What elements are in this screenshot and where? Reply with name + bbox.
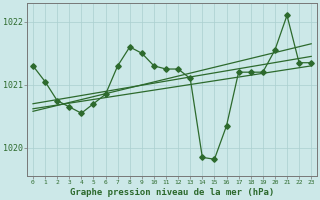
X-axis label: Graphe pression niveau de la mer (hPa): Graphe pression niveau de la mer (hPa)	[70, 188, 274, 197]
